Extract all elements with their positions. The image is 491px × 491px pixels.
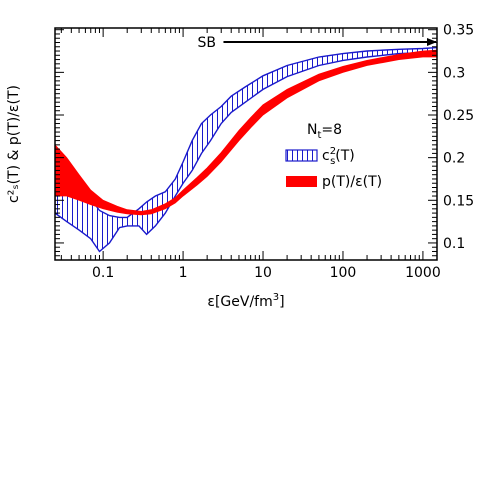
y-tick-label: 0.15 bbox=[443, 193, 474, 209]
nt-label: Nt=8 bbox=[307, 122, 342, 141]
y-axis-title: c²ₛ(T) & p(T)/ε(T) bbox=[6, 85, 22, 203]
plot-series-group bbox=[55, 46, 437, 253]
y-tick-label: 0.1 bbox=[443, 236, 465, 252]
x-tick-label: 10 bbox=[254, 265, 272, 281]
legend: Nt=8 c2 s(T) p(T)/ε(T) bbox=[285, 122, 382, 190]
x-axis-title: ε[GeV/fm3] bbox=[207, 292, 284, 310]
legend-label-cs2: c2 s(T) bbox=[322, 146, 355, 167]
x-tick-label: 1 bbox=[179, 265, 188, 281]
x-tick-label: 0.1 bbox=[92, 265, 114, 281]
sb-annotation: SB bbox=[197, 35, 437, 51]
sb-label: SB bbox=[197, 35, 216, 51]
x-tick-label: 1000 bbox=[405, 265, 441, 281]
x-tick-label: 100 bbox=[330, 265, 357, 281]
series-band-cs2 bbox=[55, 46, 437, 253]
y-tick-label: 0.25 bbox=[443, 108, 474, 124]
legend-swatch-pe bbox=[286, 176, 317, 187]
plot-frame bbox=[54, 27, 438, 261]
legend-swatch-cs2 bbox=[285, 149, 318, 162]
y-tick-label: 0.35 bbox=[443, 23, 474, 39]
legend-label-pe: p(T)/ε(T) bbox=[322, 174, 382, 190]
y-tick-label: 0.3 bbox=[443, 65, 465, 81]
y-tick-label: 0.2 bbox=[443, 151, 465, 167]
series-band-pe bbox=[55, 49, 437, 216]
